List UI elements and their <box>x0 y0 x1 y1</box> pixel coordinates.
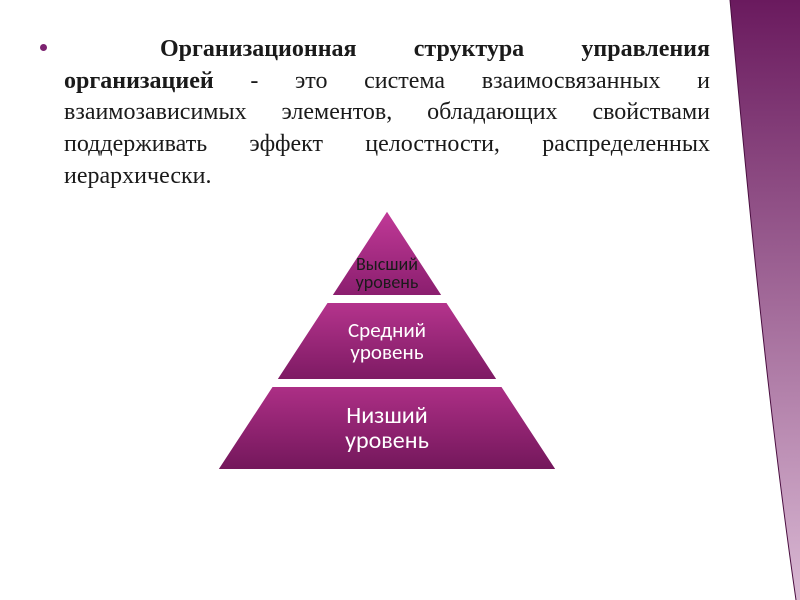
pyramid-tier-1: Средний уровень <box>276 302 498 380</box>
pyramid-tier-0: Высший уровень <box>331 210 443 296</box>
slide-content: Организационная структура управления орг… <box>0 0 800 470</box>
hierarchy-pyramid: Высший уровень Средний уровень Низший уров… <box>217 210 557 470</box>
pyramid-tier-label-1: Средний уровень <box>348 319 426 363</box>
pyramid-tier-2: Низший уровень <box>217 386 557 470</box>
bullet-icon <box>40 44 47 51</box>
pyramid-tier-label-0: Высший уровень <box>356 255 419 293</box>
pyramid-tier-label-2: Низший уровень <box>345 403 429 453</box>
definition-paragraph: Организационная структура управления орг… <box>64 34 710 192</box>
